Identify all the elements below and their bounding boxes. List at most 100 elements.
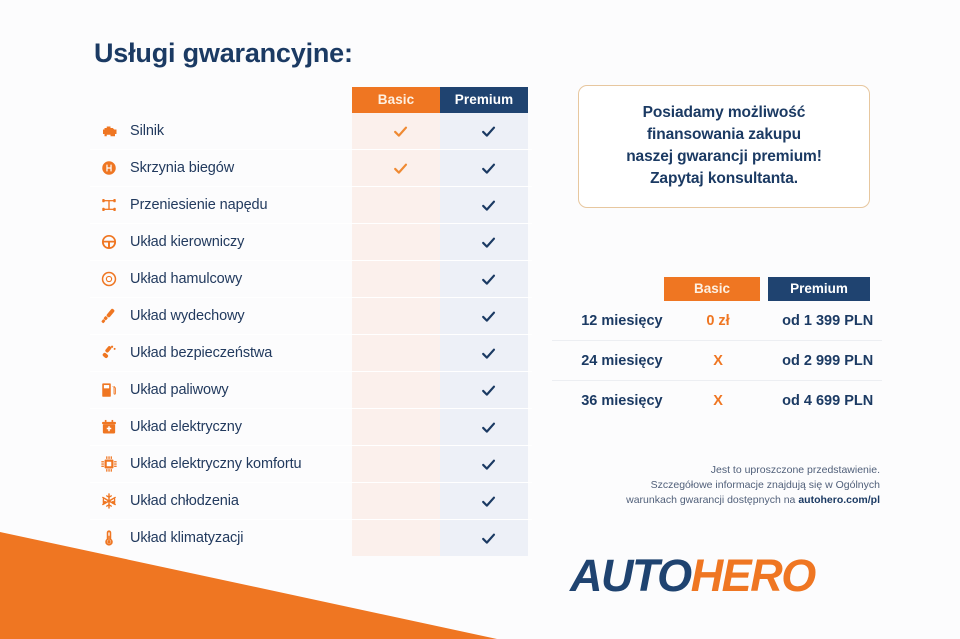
service-label: Silnik [130, 123, 165, 139]
services-table-body: Silnik Skrzynia biegów Przeniesienie napęd… [90, 113, 532, 556]
basic-availability-mark [356, 224, 444, 260]
seatbelt-icon [90, 344, 128, 362]
table-row: Układ klimatyzacji [90, 520, 532, 556]
premium-availability-mark [444, 446, 532, 482]
logo-text-hero: HERO [690, 550, 817, 601]
disclaimer-text: Jest to uproszczone przedstawienie. Szcz… [544, 463, 880, 509]
financing-promo-box: Posiadamy możliwość finansowania zakupu … [578, 85, 870, 208]
service-label: Układ elektryczny [130, 419, 242, 435]
table-row: Układ elektryczny komfortu [90, 446, 532, 483]
pricing-premium-value: od 1 399 PLN [782, 312, 874, 329]
exhaust-icon [90, 307, 128, 325]
disclaimer-line-1: Jest to uproszczone przedstawienie. [710, 464, 880, 476]
basic-availability-mark [356, 372, 444, 408]
table-row: Układ wydechowy [90, 298, 532, 335]
service-label: Układ hamulcowy [130, 271, 243, 287]
services-table: Basic Premium Silnik Skrzynia biegów Przen… [90, 87, 532, 556]
engine-icon [90, 122, 128, 140]
disclaimer-line-2: Szczegółowe informacje znajdują się w Og… [650, 479, 880, 492]
service-label: Przeniesienie napędu [130, 197, 268, 213]
premium-availability-mark [444, 261, 532, 297]
basic-availability-mark [356, 187, 444, 223]
pricing-row: 12 miesięcy 0 zł od 1 399 PLN [552, 301, 882, 341]
premium-availability-mark [444, 335, 532, 371]
column-header-basic: Basic [352, 87, 440, 113]
basic-availability-mark [356, 409, 444, 445]
column-band-premium [440, 87, 528, 556]
basic-availability-mark [356, 446, 444, 482]
page-title: Usługi gwarancyjne: [94, 38, 353, 68]
pricing-header-gap [760, 277, 768, 301]
steering-wheel-icon [90, 233, 128, 251]
chip-icon [90, 455, 128, 473]
premium-availability-mark [444, 298, 532, 334]
autohero-logo: AUTO HERO [570, 550, 890, 601]
basic-availability-mark [356, 113, 444, 149]
service-label: Układ elektryczny komfortu [130, 456, 302, 472]
column-band-basic [352, 87, 440, 556]
pricing-premium-value: od 2 999 PLN [782, 352, 874, 369]
pricing-term: 36 miesięcy [581, 392, 663, 409]
disclaimer-line-3-prefix: warunkach gwarancji dostępnych na [626, 494, 799, 507]
basic-availability-mark [356, 483, 444, 519]
premium-availability-mark [444, 520, 532, 556]
service-label: Układ paliwowy [130, 382, 229, 398]
basic-availability-mark [356, 298, 444, 334]
table-row: Układ chłodzenia [90, 483, 532, 520]
column-header-premium: Premium [440, 87, 528, 113]
basic-availability-mark [356, 520, 444, 556]
snowflake-icon [90, 492, 128, 510]
premium-availability-mark [444, 483, 532, 519]
service-label: Układ chłodzenia [130, 493, 239, 509]
table-row: Skrzynia biegów [90, 150, 532, 187]
premium-availability-mark [444, 409, 532, 445]
info-panel: Posiadamy możliwość finansowania zakupu … [552, 85, 882, 506]
thermometer-icon [90, 529, 128, 547]
brake-disc-icon [90, 270, 128, 288]
table-row: Układ paliwowy [90, 372, 532, 409]
premium-availability-mark [444, 372, 532, 408]
premium-availability-mark [444, 150, 532, 186]
gearbox-icon [90, 159, 128, 177]
table-row: Silnik [90, 113, 532, 150]
service-label: Układ wydechowy [130, 308, 245, 324]
pricing-table: Basic Premium 12 miesięcy 0 zł od 1 399 PL… [552, 277, 882, 420]
pricing-basic-value: X [713, 392, 723, 409]
service-label: Układ kierowniczy [130, 234, 245, 250]
premium-availability-mark [444, 224, 532, 260]
orange-wedge-decoration [0, 532, 497, 639]
service-label: Układ klimatyzacji [130, 530, 244, 546]
pricing-basic-value: 0 zł [706, 312, 730, 329]
promo-line-1: Posiadamy możliwość [642, 104, 806, 121]
services-table-header: Basic Premium [352, 87, 532, 113]
premium-availability-mark [444, 187, 532, 223]
disclaimer-website-link[interactable]: autohero.com/pl [798, 494, 880, 507]
table-row: Układ kierowniczy [90, 224, 532, 261]
pricing-basic-value: X [713, 352, 723, 369]
fuel-pump-icon [90, 381, 128, 399]
service-label: Układ bezpieczeństwa [130, 345, 273, 361]
basic-availability-mark [356, 150, 444, 186]
pricing-premium-value: od 4 699 PLN [782, 392, 874, 409]
service-label: Skrzynia biegów [130, 160, 235, 176]
drivetrain-icon [90, 196, 128, 214]
promo-line-3: naszej gwarancji premium! [626, 148, 822, 165]
basic-availability-mark [356, 335, 444, 371]
promo-line-4: Zapytaj konsultanta. [650, 170, 798, 187]
promo-line-2: finansowania zakupu [647, 126, 801, 143]
pricing-term: 12 miesięcy [581, 312, 663, 329]
pricing-table-header: Basic Premium [552, 277, 882, 301]
pricing-term: 24 miesięcy [581, 352, 663, 369]
battery-icon [90, 418, 128, 436]
premium-availability-mark [444, 113, 532, 149]
table-row: Układ bezpieczeństwa [90, 335, 532, 372]
pricing-header-basic: Basic [664, 277, 760, 301]
table-row: Układ elektryczny [90, 409, 532, 446]
services-panel: Usługi gwarancyjne: Basic Premium Silnik… [90, 38, 540, 556]
table-row: Przeniesienie napędu [90, 187, 532, 224]
logo-text-auto: AUTO [570, 550, 692, 601]
